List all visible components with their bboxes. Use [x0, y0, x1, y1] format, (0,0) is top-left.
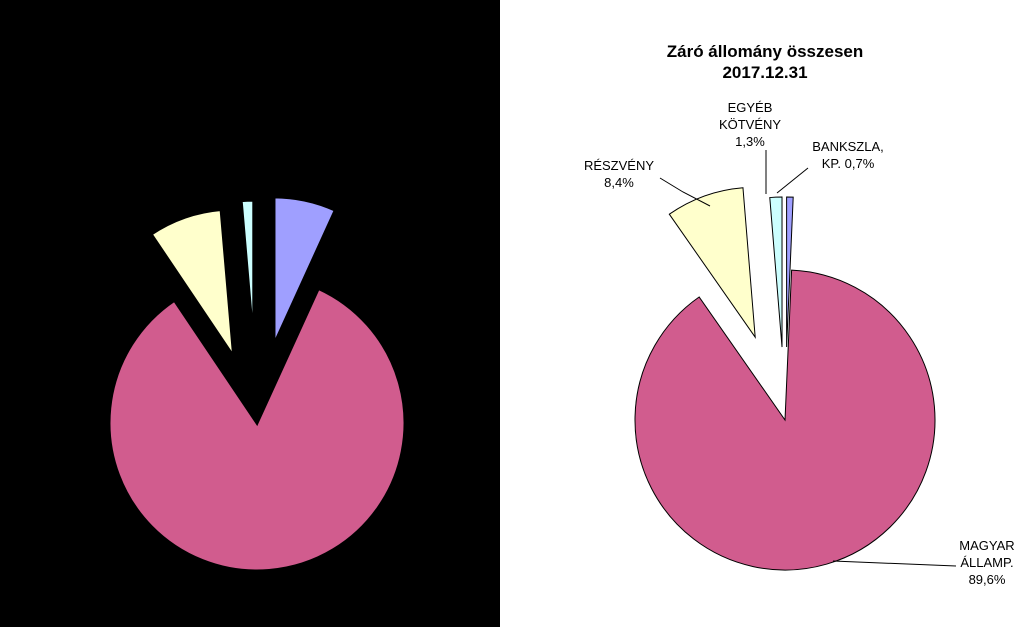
chart-subtitle: 2017.12.31	[722, 63, 807, 82]
slice-label-1: MAGYAR ÁLLAMP. 89,6%	[959, 538, 1014, 587]
pie-slice-2	[668, 187, 756, 340]
right-pie-chart: Záró állomány összesen 2017.12.31 BANKSZ…	[584, 42, 1015, 587]
slice-label-line: BANKSZLA,	[812, 139, 884, 154]
pie-slice-3	[239, 198, 256, 349]
left-pie-chart	[107, 195, 407, 573]
chart-title: Záró állomány összesen	[667, 42, 864, 61]
pie-slice-1	[107, 286, 407, 573]
leader-line-0	[776, 167, 809, 194]
left-chart-panel	[0, 0, 500, 627]
slice-label-line: 8,4%	[604, 175, 634, 190]
slice-label-line: KÖTVÉNY	[719, 117, 781, 132]
slice-label-line: EGYÉB	[728, 100, 773, 115]
right-chart-panel: Záró állomány összesen 2017.12.31 BANKSZ…	[500, 0, 1024, 627]
slice-label-line: RÉSZVÉNY	[584, 158, 654, 173]
pie-slice-0	[786, 196, 794, 348]
leader-line-2	[659, 177, 711, 207]
slice-label-3: EGYÉB KÖTVÉNY 1,3%	[719, 100, 781, 149]
slice-label-line: 1,3%	[735, 134, 765, 149]
pie-slice-2	[149, 207, 236, 363]
leader-line-1	[832, 560, 957, 567]
slice-label-line: KP. 0,7%	[822, 156, 875, 171]
pie-slice-3	[769, 196, 783, 348]
slice-label-line: MAGYAR	[959, 538, 1014, 553]
slice-label-0: BANKSZLA, KP. 0,7%	[812, 139, 884, 171]
slice-label-2: RÉSZVÉNY 8,4%	[584, 158, 654, 190]
slice-label-line: 89,6%	[969, 572, 1006, 587]
pie-slice-1	[634, 269, 936, 571]
slice-label-line: ÁLLAMP.	[960, 555, 1013, 570]
pie-slice-0	[272, 195, 338, 346]
